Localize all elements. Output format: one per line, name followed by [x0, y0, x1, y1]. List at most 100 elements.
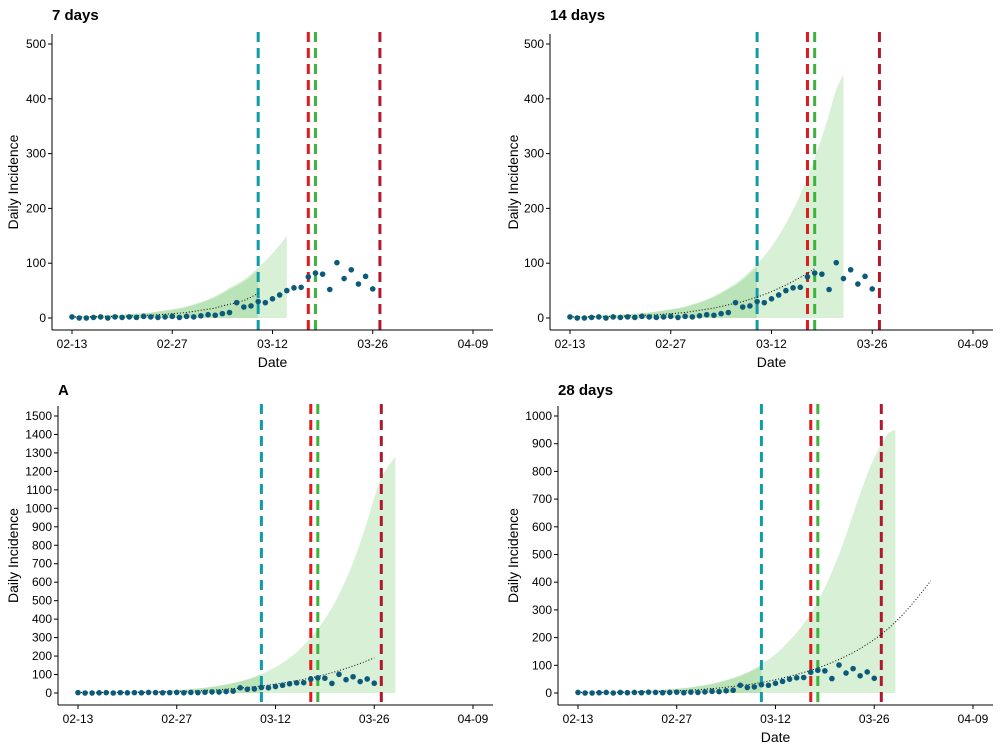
data-point [783, 287, 789, 294]
data-point [574, 315, 580, 321]
x-tick-label: 03-12 [257, 337, 288, 351]
data-point [286, 680, 293, 687]
data-point [110, 690, 117, 696]
data-point [334, 259, 340, 266]
data-point [871, 675, 878, 682]
x-tick-label: 04-09 [958, 337, 989, 351]
y-tick-label: 100 [532, 658, 552, 672]
data-point [209, 689, 215, 695]
data-point [709, 688, 715, 695]
data-point [653, 314, 660, 321]
data-point [732, 299, 739, 306]
x-tick-label: 02-27 [157, 337, 188, 351]
x-tick-label: 03-26 [357, 337, 388, 351]
x-tick-label: 03-12 [260, 712, 291, 726]
data-point [617, 314, 624, 321]
data-point [305, 274, 312, 280]
y-tick-label: 1500 [25, 409, 52, 423]
data-point [190, 314, 197, 320]
y-tick-label: 1300 [25, 446, 52, 460]
data-point [754, 298, 760, 305]
data-point [265, 685, 272, 691]
data-point [739, 304, 746, 310]
data-point [298, 284, 304, 291]
y-tick-label: 700 [32, 557, 52, 571]
calibration-band [570, 267, 758, 318]
y-tick-label: 700 [532, 492, 552, 506]
data-point [730, 687, 736, 694]
calibration-band [72, 270, 259, 318]
data-point [737, 682, 744, 689]
data-point [336, 671, 342, 678]
data-point [216, 689, 222, 695]
data-point [147, 314, 154, 320]
data-point [639, 313, 645, 320]
data-point [357, 678, 363, 685]
data-point [255, 298, 261, 305]
data-point [836, 662, 842, 668]
y-tick-label: 1200 [25, 464, 52, 478]
data-point [343, 676, 349, 683]
data-point [76, 315, 82, 321]
data-point [744, 684, 751, 691]
data-point [581, 315, 588, 321]
y-tick-label: 400 [532, 575, 552, 589]
data-point [696, 313, 703, 319]
data-point [775, 292, 782, 298]
data-point [793, 674, 800, 681]
chart-panel-2: 14 days 0 100 200 300 400 500 02-13 02-27 03-12 03… [505, 7, 993, 370]
data-point [638, 689, 645, 696]
x-tick-label: 04-09 [958, 712, 989, 726]
x-tick-label: 03-26 [857, 337, 888, 351]
data-point [689, 314, 696, 320]
data-point [772, 680, 779, 687]
data-point [244, 686, 251, 693]
data-point [97, 314, 104, 320]
data-point [864, 669, 870, 675]
data-point [603, 689, 610, 696]
chart-panel-1: 7 days 0 100 200 300 400 500 02-13 02-27 03-12 03-… [5, 7, 493, 370]
data-point [181, 690, 187, 696]
chart-panel-4: 28 days 0 100 200 300 400 500 600 700 800 900 1000 0… [505, 382, 993, 745]
y-tick-label: 0 [545, 686, 552, 700]
data-point [251, 686, 258, 692]
data-point [624, 314, 631, 320]
y-tick-label: 300 [26, 147, 46, 161]
data-point [269, 296, 276, 302]
data-point [862, 273, 868, 280]
data-point [223, 688, 229, 695]
y-tick-label: 100 [524, 256, 544, 270]
data-point [362, 273, 369, 280]
data-point [293, 680, 300, 686]
data-point [75, 689, 81, 696]
calibration-band [78, 674, 262, 693]
panel-title: 28 days [558, 382, 613, 399]
data-point [815, 667, 821, 674]
data-point [660, 314, 667, 320]
x-tick-label: 02-13 [57, 337, 88, 351]
data-point [596, 689, 602, 696]
y-tick-label: 1100 [26, 483, 52, 497]
y-tick-label: 300 [524, 147, 544, 161]
data-point [183, 313, 190, 320]
data-point [112, 314, 118, 320]
data-point [152, 689, 159, 696]
data-point [307, 676, 314, 682]
data-point [829, 675, 835, 682]
data-point [348, 266, 355, 273]
y-tick-label: 200 [26, 201, 46, 215]
data-point [610, 690, 617, 696]
forecast-band [78, 456, 396, 693]
data-point [588, 314, 595, 321]
data-point [718, 310, 724, 317]
y-tick-label: 200 [532, 631, 552, 645]
data-point [90, 314, 97, 321]
data-point [768, 296, 775, 302]
data-point [312, 270, 319, 276]
x-tick-label: 02-13 [63, 712, 94, 726]
data-point [850, 665, 856, 672]
x-tick-label: 03-26 [359, 712, 390, 726]
data-point [226, 309, 233, 316]
data-point [279, 682, 286, 689]
